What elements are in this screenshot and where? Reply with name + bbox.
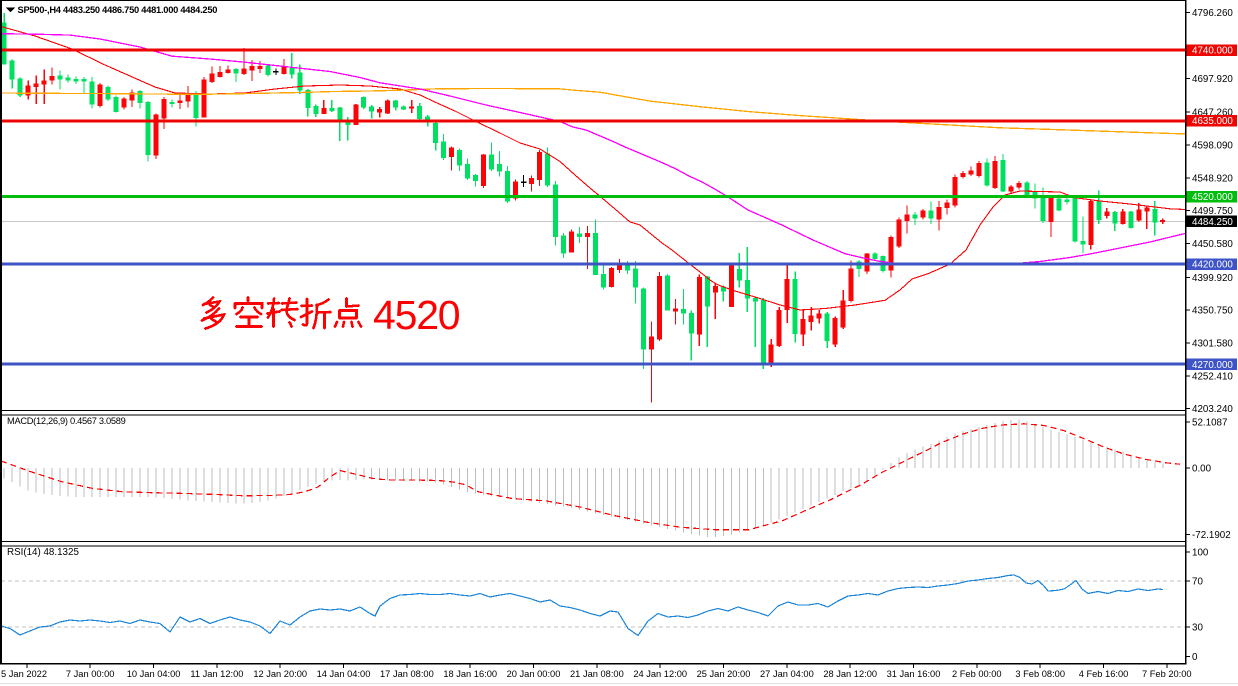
svg-text:20 Jan 00:00: 20 Jan 00:00 <box>507 669 561 679</box>
svg-text:4484.250: 4484.250 <box>1192 217 1233 228</box>
svg-text:52.1087: 52.1087 <box>1192 418 1227 429</box>
svg-text:17 Jan 08:00: 17 Jan 08:00 <box>380 669 434 679</box>
svg-text:RSI(14) 48.1325: RSI(14) 48.1325 <box>7 547 79 558</box>
svg-text:2 Feb 00:00: 2 Feb 00:00 <box>952 669 1002 679</box>
svg-text:0: 0 <box>1192 652 1198 663</box>
svg-text:4635.000: 4635.000 <box>1192 116 1233 127</box>
svg-text:4548.920: 4548.920 <box>1192 173 1233 184</box>
svg-text:4 Feb 16:00: 4 Feb 16:00 <box>1079 669 1129 679</box>
svg-text:21 Jan 08:00: 21 Jan 08:00 <box>570 669 624 679</box>
svg-text:4252.410: 4252.410 <box>1192 371 1233 382</box>
svg-text:4350.750: 4350.750 <box>1192 306 1233 317</box>
svg-text:4520.000: 4520.000 <box>1192 192 1233 203</box>
svg-text:7 Feb 20:00: 7 Feb 20:00 <box>1142 669 1192 679</box>
svg-text:24 Jan 12:00: 24 Jan 12:00 <box>633 669 687 679</box>
svg-text:4520: 4520 <box>373 292 460 338</box>
svg-text:14 Jan 04:00: 14 Jan 04:00 <box>317 669 371 679</box>
svg-text:7 Jan 00:00: 7 Jan 00:00 <box>66 669 115 679</box>
svg-text:11 Jan 12:00: 11 Jan 12:00 <box>190 669 243 679</box>
svg-text:70: 70 <box>1192 577 1203 588</box>
svg-text:4399.920: 4399.920 <box>1192 273 1233 284</box>
svg-text:30: 30 <box>1192 623 1203 634</box>
svg-text:MACD(12,26,9) 0.4567 3.0589: MACD(12,26,9) 0.4567 3.0589 <box>7 416 126 426</box>
svg-text:5 Jan 2022: 5 Jan 2022 <box>1 669 47 679</box>
svg-text:12 Jan 20:00: 12 Jan 20:00 <box>253 669 307 679</box>
svg-text:4499.750: 4499.750 <box>1192 206 1233 217</box>
svg-text:28 Jan 12:00: 28 Jan 12:00 <box>823 669 877 679</box>
svg-text:4450.580: 4450.580 <box>1192 239 1233 250</box>
svg-text:4697.920: 4697.920 <box>1192 74 1233 85</box>
svg-text:27 Jan 04:00: 27 Jan 04:00 <box>760 669 814 679</box>
svg-text:4301.580: 4301.580 <box>1192 339 1233 350</box>
svg-text:4796.260: 4796.260 <box>1192 8 1233 19</box>
svg-text:25 Jan 20:00: 25 Jan 20:00 <box>697 669 751 679</box>
svg-text:31 Jan 16:00: 31 Jan 16:00 <box>887 669 941 679</box>
svg-text:100: 100 <box>1192 548 1209 559</box>
svg-text:10 Jan 04:00: 10 Jan 04:00 <box>127 669 181 679</box>
svg-text:3 Feb 08:00: 3 Feb 08:00 <box>1015 669 1065 679</box>
svg-text:-72.1902: -72.1902 <box>1192 530 1231 541</box>
svg-text:4420.000: 4420.000 <box>1192 260 1233 271</box>
svg-text:4598.090: 4598.090 <box>1192 141 1233 152</box>
svg-text:4740.000: 4740.000 <box>1192 46 1233 57</box>
svg-text:4647.260: 4647.260 <box>1192 107 1233 118</box>
svg-text:4203.240: 4203.240 <box>1192 404 1233 415</box>
svg-text:SP500-,H4 4483.250 4486.750 4: SP500-,H4 4483.250 4486.750 4481.000 448… <box>18 5 218 15</box>
svg-text:0.00: 0.00 <box>1192 464 1212 475</box>
svg-text:4270.000: 4270.000 <box>1192 360 1233 371</box>
svg-text:18 Jan 16:00: 18 Jan 16:00 <box>443 669 497 679</box>
